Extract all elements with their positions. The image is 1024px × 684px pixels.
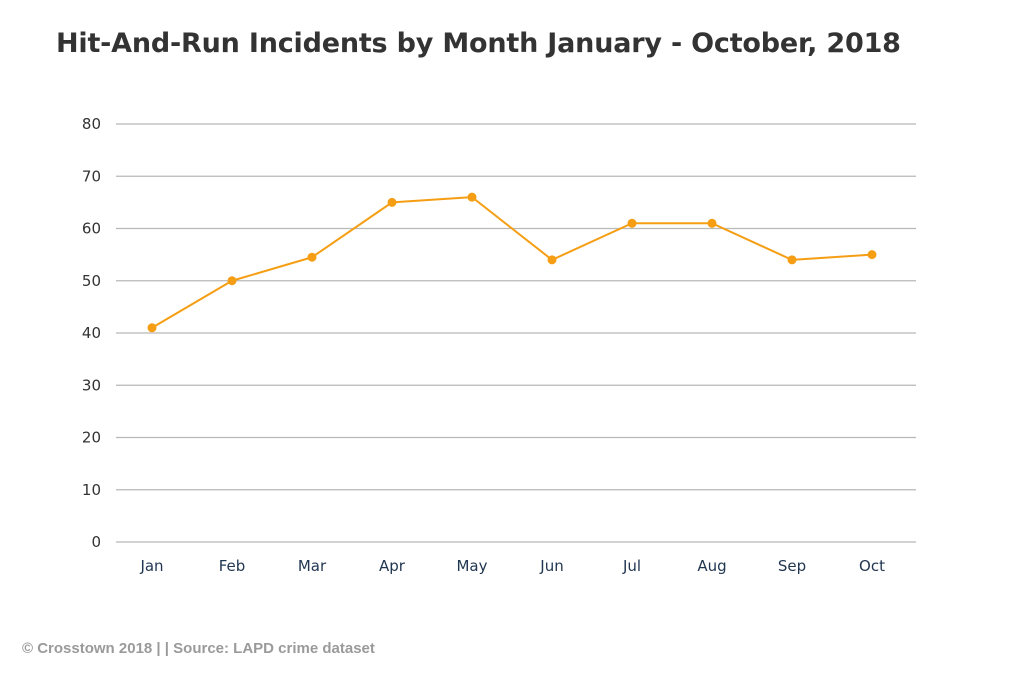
- y-tick-label: 30: [82, 376, 101, 394]
- data-point: [707, 218, 717, 228]
- data-point: [467, 192, 477, 202]
- series-line: [151, 196, 873, 329]
- y-tick-label: 40: [82, 324, 101, 342]
- x-tick-label: Jun: [539, 557, 563, 575]
- y-tick-label: 0: [91, 533, 101, 551]
- data-point: [867, 250, 877, 260]
- data-point: [547, 255, 557, 265]
- y-axis-ticks: 0 10 20 30 40 50 60 70 80: [82, 115, 101, 551]
- x-tick-label: May: [456, 557, 487, 575]
- y-tick-label: 80: [82, 115, 101, 133]
- x-tick-label: Sep: [778, 557, 806, 575]
- y-tick-label: 50: [82, 272, 101, 290]
- data-point: [627, 218, 637, 228]
- x-tick-label: Apr: [379, 557, 406, 575]
- x-tick-label: Oct: [859, 557, 885, 575]
- data-point: [387, 197, 397, 207]
- x-tick-label: Mar: [298, 557, 327, 575]
- data-point: [787, 255, 797, 265]
- x-tick-label: Feb: [219, 557, 246, 575]
- data-point: [227, 276, 237, 286]
- x-tick-label: Jan: [139, 557, 163, 575]
- y-tick-label: 20: [82, 429, 101, 447]
- y-tick-label: 10: [82, 481, 101, 499]
- y-tick-label: 70: [82, 167, 101, 185]
- gridlines: [116, 123, 916, 543]
- series: [147, 192, 877, 333]
- x-tick-label: Aug: [697, 557, 726, 575]
- source-credit: © Crosstown 2018 | | Source: LAPD crime …: [22, 640, 375, 657]
- y-tick-label: 60: [82, 220, 101, 238]
- x-tick-label: Jul: [622, 557, 641, 575]
- data-point: [307, 252, 317, 262]
- data-point: [147, 323, 157, 333]
- chart-title: Hit-And-Run Incidents by Month January -…: [56, 28, 901, 59]
- x-axis-ticks: Jan Feb Mar Apr May Jun Jul Aug Sep Oct: [139, 557, 885, 575]
